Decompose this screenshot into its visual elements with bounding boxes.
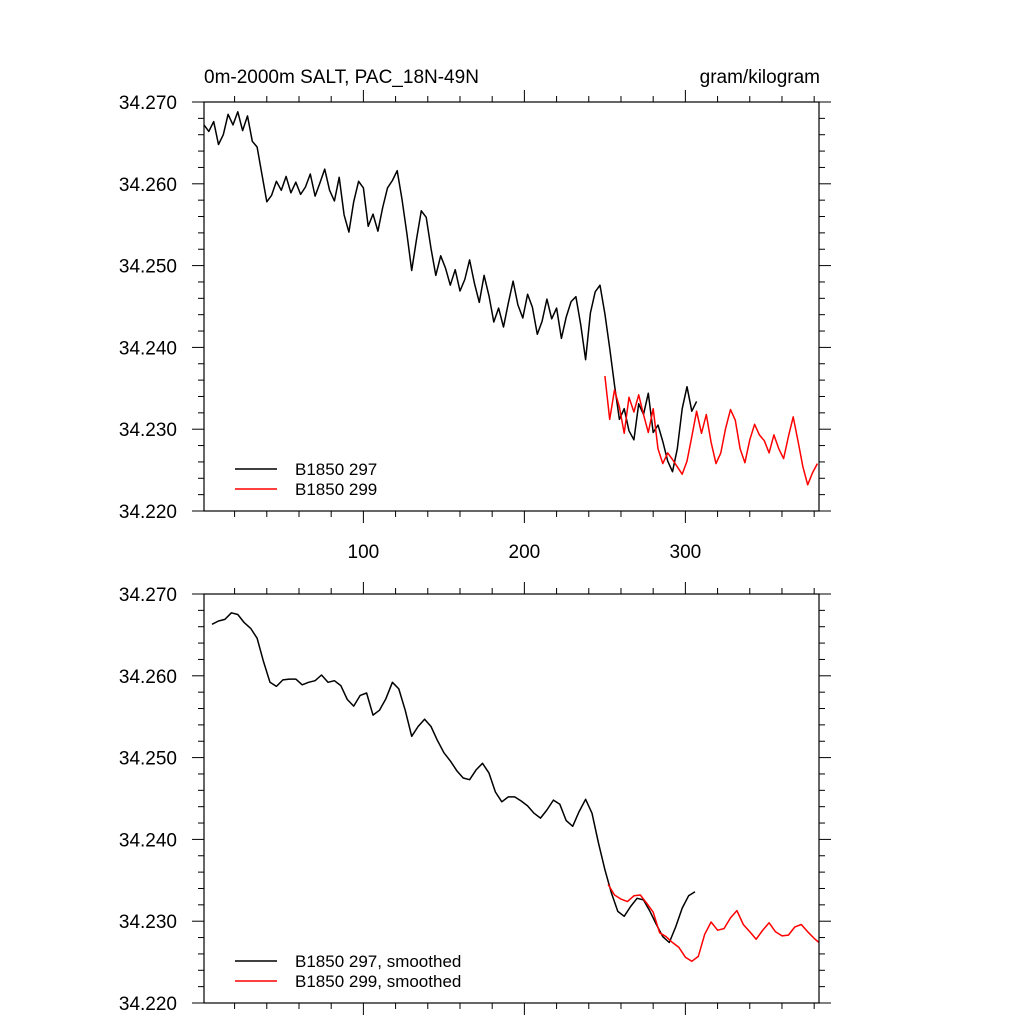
legend-label: B1850 299, smoothed [295, 972, 461, 991]
units-label: gram/kilogram [700, 67, 820, 88]
y-tick-label: 34.250 [119, 257, 177, 278]
plot-frame [203, 101, 820, 512]
series-line-black [211, 612, 696, 944]
y-tick-label: 34.230 [119, 912, 177, 933]
legend-label: B1850 297 [295, 460, 377, 479]
x-tick-label: 200 [509, 542, 541, 563]
series-line-black [203, 111, 698, 473]
legend-label: B1850 299 [295, 480, 377, 499]
y-tick-label: 34.260 [119, 175, 177, 196]
series-line-red [607, 884, 820, 963]
plot-frame [203, 593, 820, 1004]
y-tick-label: 34.260 [119, 667, 177, 688]
top-panel: 0m-2000m SALT, PAC_18N-49N gram/kilogram… [119, 67, 831, 563]
y-tick-label: 34.220 [119, 502, 177, 523]
y-tick-label: 34.240 [119, 830, 177, 851]
y-tick-label: 34.270 [119, 585, 177, 606]
y-tick-label: 34.250 [119, 749, 177, 770]
y-tick-label: 34.220 [119, 994, 177, 1015]
bottom-panel: 34.220 34.230 34.240 34.250 34.260 34.270 B18… [119, 582, 831, 1015]
series-line-red [604, 375, 819, 486]
chart-title: 0m-2000m SALT, PAC_18N-49N [204, 67, 479, 88]
y-tick-label: 34.270 [119, 93, 177, 114]
y-tick-label: 34.230 [119, 420, 177, 441]
x-tick-label: 100 [348, 542, 380, 563]
y-tick-label: 34.240 [119, 338, 177, 359]
x-tick-label: 300 [670, 542, 702, 563]
legend-label: B1850 297, smoothed [295, 952, 461, 971]
